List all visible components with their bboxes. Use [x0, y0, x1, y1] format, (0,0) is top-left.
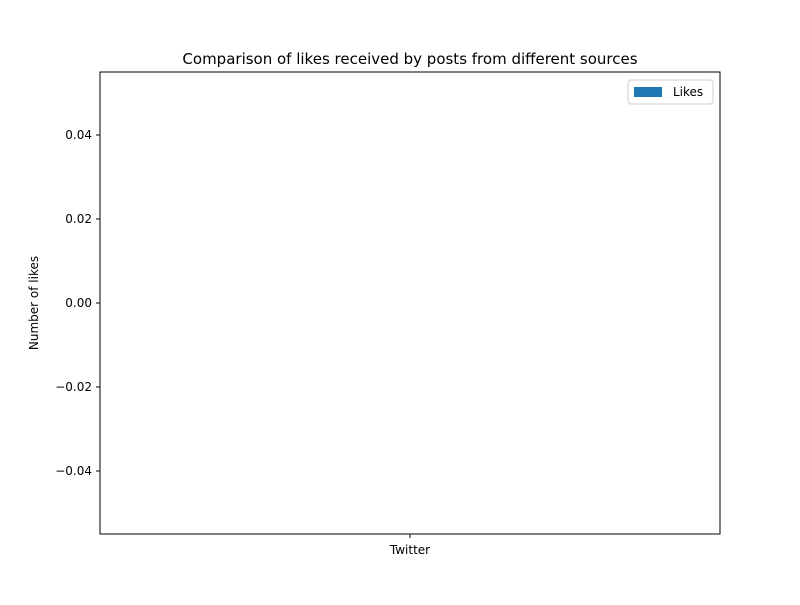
- legend: Likes: [627, 79, 714, 105]
- y-tick-label: 0.02: [65, 212, 92, 226]
- y-axis-ticks: −0.04 −0.02 0.00 0.02 0.04: [55, 128, 100, 478]
- y-tick-label: 0.00: [65, 296, 92, 310]
- legend-box: [627, 79, 714, 105]
- legend-swatch-likes: [634, 87, 662, 97]
- y-tick-label: −0.02: [55, 380, 92, 394]
- x-axis-ticks: Twitter: [389, 534, 430, 557]
- y-tick-label: 0.04: [65, 128, 92, 142]
- chart-title: Comparison of likes received by posts fr…: [182, 50, 637, 68]
- legend-label-likes: Likes: [673, 85, 703, 99]
- axes-frame: [99, 71, 721, 535]
- y-axis-label: Number of likes: [27, 256, 41, 350]
- x-tick-label: Twitter: [389, 543, 430, 557]
- y-tick-label: −0.04: [55, 464, 92, 478]
